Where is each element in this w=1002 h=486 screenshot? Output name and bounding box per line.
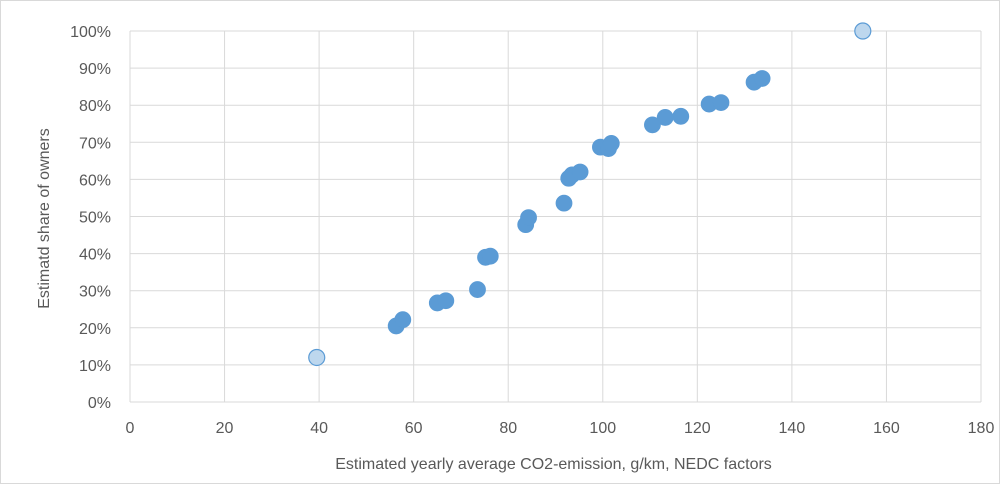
y-axis-title: Estimatd share of owners <box>36 128 53 309</box>
y-tick-label: 70% <box>79 135 111 152</box>
grid-layer <box>129 30 982 403</box>
data-point <box>644 116 661 134</box>
x-tick-label: 120 <box>684 420 711 437</box>
y-tick-label: 10% <box>79 358 111 375</box>
data-points <box>308 22 872 367</box>
highlight-point <box>854 22 872 40</box>
data-point <box>437 292 455 310</box>
x-tick-label: 160 <box>873 420 900 437</box>
y-tick-label: 60% <box>79 172 111 189</box>
y-tick-label: 100% <box>70 24 111 41</box>
x-tick-label: 0 <box>126 420 135 437</box>
data-point <box>571 163 589 181</box>
x-tick-label: 20 <box>216 420 234 437</box>
data-point <box>469 281 486 298</box>
highlight-point <box>308 348 326 367</box>
x-tick-label: 140 <box>779 420 806 437</box>
x-tick-label: 100 <box>589 420 616 437</box>
data-point <box>672 107 690 125</box>
data-point <box>753 70 771 87</box>
x-axis-title: Estimated yearly average CO2-emission, g… <box>335 456 772 473</box>
data-point <box>520 209 537 227</box>
data-point <box>602 135 620 152</box>
tick-labels: 0 20 40 60 80 100 120 140 160 180 0% 10% 20% 30% 40% 50… <box>70 24 994 437</box>
y-tick-label: 80% <box>79 98 111 115</box>
data-point <box>555 194 573 212</box>
x-tick-label: 80 <box>499 420 517 437</box>
y-tick-label: 20% <box>79 321 111 338</box>
x-tick-label: 40 <box>310 420 328 437</box>
data-point <box>656 109 674 126</box>
data-point <box>481 247 499 265</box>
x-tick-label: 60 <box>405 420 423 437</box>
y-tick-label: 30% <box>79 284 111 301</box>
y-tick-label: 50% <box>79 210 111 227</box>
data-point <box>394 311 412 329</box>
x-tick-label: 180 <box>968 420 995 437</box>
y-tick-label: 0% <box>88 395 111 412</box>
data-point <box>712 94 730 112</box>
y-tick-label: 40% <box>79 247 111 264</box>
y-tick-label: 90% <box>79 61 111 78</box>
